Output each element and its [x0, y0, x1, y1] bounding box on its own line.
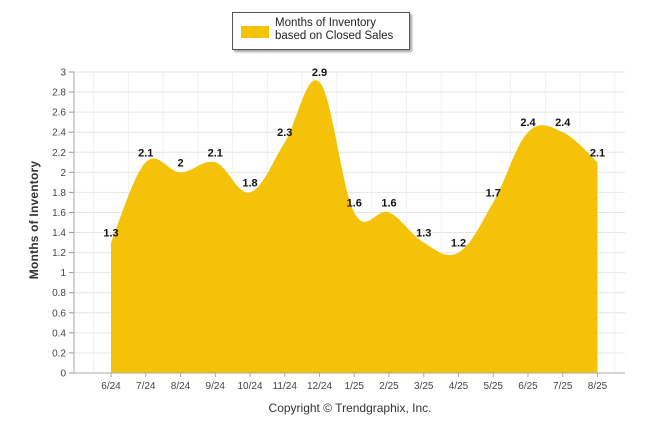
x-tick-label: 8/25 — [588, 381, 608, 392]
y-tick-label: 1.6 — [52, 208, 66, 219]
y-tick-label: 3 — [60, 68, 66, 79]
y-tick-label: 2.2 — [52, 148, 66, 159]
y-tick-label: 0.8 — [52, 288, 66, 299]
x-tick-label: 4/25 — [449, 381, 469, 392]
legend-swatch — [241, 26, 269, 38]
area-series — [111, 80, 598, 374]
y-tick-label: 1.4 — [52, 228, 66, 239]
y-tick-label: 0.4 — [52, 328, 66, 339]
x-tick-label: 10/24 — [237, 381, 262, 392]
copyright-text: Copyright © Trendgraphix, Inc. — [268, 401, 432, 415]
data-label: 1.2 — [451, 238, 466, 250]
area-fill — [111, 80, 598, 374]
data-labels: 1.3 2.1 2 2.1 1.8 2.3 2.9 1.6 1.6 1.3 1.2 1.7 2.4 2.4… — [103, 67, 605, 250]
y-tick-label: 2.8 — [52, 88, 66, 99]
y-tick-label: 1.2 — [52, 248, 66, 259]
data-label: 2.1 — [590, 147, 605, 159]
x-tick-label: 5/25 — [484, 381, 504, 392]
x-tick-label: 7/24 — [136, 381, 156, 392]
legend: Months of Inventory based on Closed Sale… — [232, 12, 410, 50]
data-label: 1.3 — [416, 228, 431, 240]
data-label: 2.4 — [520, 117, 536, 129]
x-tick-label: 6/24 — [101, 381, 121, 392]
legend-label: Months of Inventory based on Closed Sale… — [275, 17, 394, 42]
data-label: 1.8 — [242, 177, 257, 189]
axes: 0 0.2 0.4 0.6 0.8 1 1.2 1.4 1.6 1.8 2 2.2 2.4 2.6 2.8 3… — [52, 68, 625, 392]
data-label: 2 — [177, 157, 183, 169]
data-label: 2.1 — [138, 147, 153, 159]
data-label: 2.4 — [555, 117, 571, 129]
x-tick-label: 2/25 — [379, 381, 399, 392]
y-tick-label: 0.2 — [52, 348, 66, 359]
x-tick-label: 8/24 — [171, 381, 191, 392]
y-tick-label: 2 — [60, 168, 66, 179]
x-tick-label: 1/25 — [345, 381, 365, 392]
x-tick-label: 7/25 — [553, 381, 573, 392]
x-tick-label: 9/24 — [206, 381, 226, 392]
x-tick-label: 11/24 — [273, 381, 298, 392]
y-tick-label: 2.4 — [52, 128, 66, 139]
data-label: 1.3 — [103, 228, 118, 240]
data-label: 1.6 — [347, 197, 362, 209]
y-axis-title: Months of Inventory — [27, 160, 41, 280]
y-tick-label: 2.6 — [52, 108, 66, 119]
data-label: 1.7 — [486, 187, 501, 199]
x-tick-label: 12/24 — [307, 381, 332, 392]
data-label: 2.3 — [277, 127, 292, 139]
x-tick-label: 6/25 — [518, 381, 538, 392]
data-label: 1.6 — [381, 197, 396, 209]
y-tick-label: 1.8 — [52, 188, 66, 199]
data-label: 2.9 — [312, 67, 327, 79]
y-tick-label: 0 — [60, 369, 66, 380]
data-label: 2.1 — [208, 147, 223, 159]
y-tick-label: 1 — [60, 268, 66, 279]
y-tick-label: 0.6 — [52, 308, 66, 319]
x-tick-label: 3/25 — [414, 381, 434, 392]
